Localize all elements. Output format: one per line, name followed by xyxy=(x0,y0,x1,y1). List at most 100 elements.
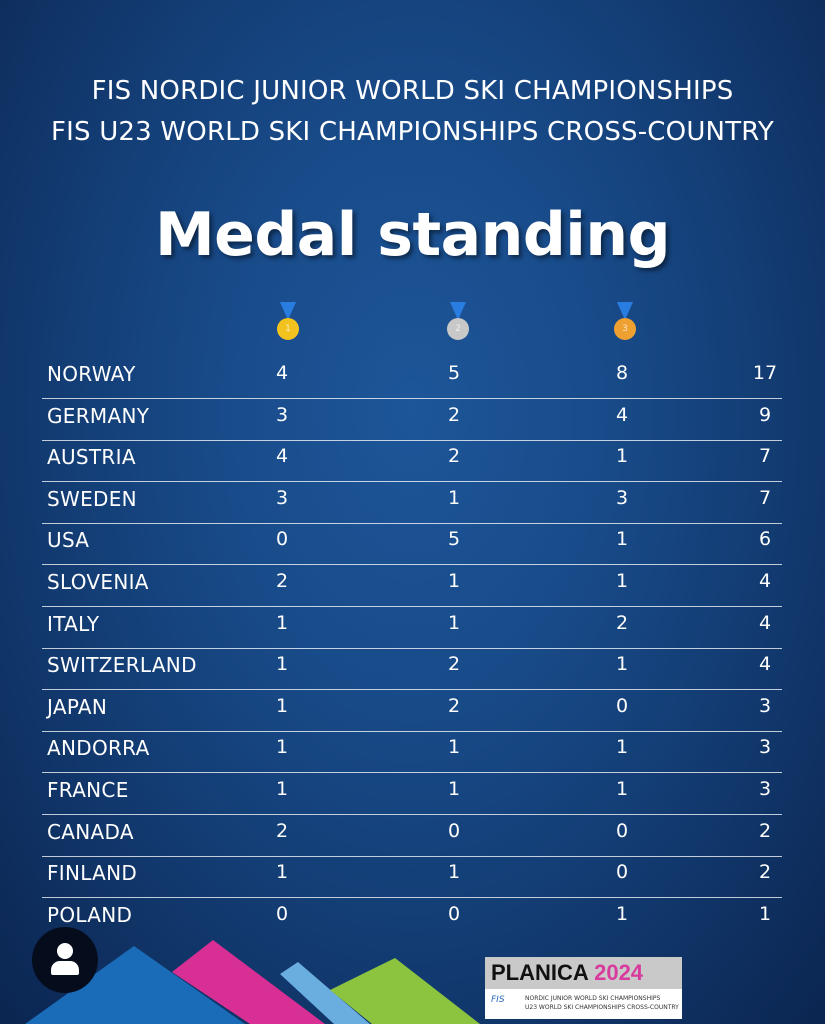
logo-subtitle-2: U23 WORLD SKI CHAMPIONSHIPS CROSS-COUNTR… xyxy=(525,1004,679,1011)
table-row: GERMANY 3 2 4 9 xyxy=(42,400,782,441)
silver-count: 2 xyxy=(447,445,461,468)
bronze-count: 1 xyxy=(615,445,629,468)
mountain-green xyxy=(330,958,480,1024)
table-row: SWITZERLAND 1 2 1 4 xyxy=(42,649,782,691)
table-row: AUSTRIA 4 2 1 7 xyxy=(42,441,782,483)
total-count: 2 xyxy=(758,861,772,884)
total-count: 6 xyxy=(758,528,772,551)
silver-count: 1 xyxy=(447,611,461,634)
country-name: ITALY xyxy=(47,611,100,636)
gold-count: 1 xyxy=(275,861,289,884)
gold-count: 1 xyxy=(275,611,289,634)
mountain-blue xyxy=(25,946,245,1024)
silver-count: 5 xyxy=(447,528,461,551)
country-name: POLAND xyxy=(47,902,133,927)
country-name: FRANCE xyxy=(47,778,129,802)
table-row: SLOVENIA 2 1 1 4 xyxy=(42,566,782,607)
gold-count: 4 xyxy=(275,362,289,384)
total-count: 4 xyxy=(758,570,772,592)
country-name: NORWAY xyxy=(47,362,136,386)
total-count: 17 xyxy=(752,362,778,384)
bronze-count: 1 xyxy=(615,653,629,676)
header-line-2: FIS U23 WORLD SKI CHAMPIONSHIPS CROSS-CO… xyxy=(51,117,774,147)
total-count: 7 xyxy=(758,486,772,509)
total-count: 1 xyxy=(758,902,772,925)
table-row: ANDORRA 1 1 1 3 xyxy=(42,732,782,774)
gold-count: 0 xyxy=(275,902,289,925)
total-count: 2 xyxy=(758,819,772,842)
bronze-count: 1 xyxy=(615,570,629,592)
table-row: FRANCE 1 1 1 3 xyxy=(42,774,782,815)
country-name: SWITZERLAND xyxy=(47,653,197,678)
gold-count: 1 xyxy=(275,778,289,800)
country-name: JAPAN xyxy=(47,694,108,719)
silver-medal-icon: 2 xyxy=(445,302,471,344)
profile-avatar-button[interactable] xyxy=(32,927,98,993)
silver-count: 1 xyxy=(447,736,461,759)
mountain-pink xyxy=(172,940,325,1024)
table-row: CANADA 2 0 0 2 xyxy=(42,816,782,857)
bronze-medal-icon: 3 xyxy=(612,302,638,344)
gold-count: 1 xyxy=(275,736,289,759)
table-row: SWEDEN 3 1 3 7 xyxy=(42,483,782,524)
gold-count: 1 xyxy=(275,694,289,717)
silver-count: 0 xyxy=(447,902,461,925)
logo-year: 2024 xyxy=(594,960,644,985)
gold-count: 4 xyxy=(275,445,289,468)
total-count: 9 xyxy=(758,403,772,426)
bronze-count: 4 xyxy=(615,403,629,426)
country-name: USA xyxy=(47,528,90,553)
silver-count: 2 xyxy=(447,403,461,426)
bronze-count: 0 xyxy=(615,694,629,717)
table-row: FINLAND 1 1 0 2 xyxy=(42,857,782,899)
mountains-graphic xyxy=(25,940,480,1024)
country-name: GERMANY xyxy=(47,403,150,428)
total-count: 3 xyxy=(758,778,772,800)
silver-count: 1 xyxy=(447,486,461,509)
user-icon xyxy=(57,943,73,959)
bronze-count: 1 xyxy=(615,736,629,759)
gold-count: 3 xyxy=(275,486,289,509)
table-row: POLAND 0 0 1 1 xyxy=(42,899,782,940)
country-name: ANDORRA xyxy=(47,736,150,761)
fis-logo: FIS xyxy=(491,995,505,1005)
logo-brand: PLANICA xyxy=(491,960,588,985)
bronze-count: 0 xyxy=(615,861,629,884)
page-title: Medal standing xyxy=(154,200,671,270)
silver-count: 5 xyxy=(447,362,461,384)
silver-count: 2 xyxy=(447,653,461,676)
table-row: NORWAY 4 5 8 17 xyxy=(42,358,782,399)
country-name: CANADA xyxy=(47,819,134,844)
country-name: SLOVENIA xyxy=(47,570,149,594)
total-count: 4 xyxy=(758,653,772,676)
gold-count: 3 xyxy=(275,403,289,426)
silver-count: 0 xyxy=(447,819,461,842)
table-row: JAPAN 1 2 0 3 xyxy=(42,691,782,732)
country-name: FINLAND xyxy=(47,861,138,886)
total-count: 7 xyxy=(758,445,772,468)
table-row: ITALY 1 1 2 4 xyxy=(42,608,782,649)
bronze-count: 8 xyxy=(615,362,629,384)
gold-count: 2 xyxy=(275,819,289,842)
bronze-count: 1 xyxy=(615,528,629,551)
table-row: USA 0 5 1 6 xyxy=(42,524,782,566)
planica-2024-logo: PLANICA 2024 FIS NORDIC JUNIOR WORLD SKI… xyxy=(485,957,682,1019)
bronze-count: 0 xyxy=(615,819,629,842)
silver-count: 1 xyxy=(447,570,461,592)
gold-count: 0 xyxy=(275,528,289,551)
gold-count: 1 xyxy=(275,653,289,676)
total-count: 4 xyxy=(758,611,772,634)
header-line-1: FIS NORDIC JUNIOR WORLD SKI CHAMPIONSHIP… xyxy=(91,76,734,106)
bronze-count: 2 xyxy=(615,611,629,634)
country-name: AUSTRIA xyxy=(47,445,136,470)
bronze-count: 1 xyxy=(615,902,629,925)
silver-count: 2 xyxy=(447,694,461,717)
bronze-count: 1 xyxy=(615,778,629,800)
gold-medal-icon: 1 xyxy=(275,302,301,344)
user-icon-body xyxy=(51,961,79,975)
country-name: SWEDEN xyxy=(47,486,137,511)
silver-count: 1 xyxy=(447,861,461,884)
logo-subtitle-1: NORDIC JUNIOR WORLD SKI CHAMPIONSHIPS xyxy=(525,995,661,1002)
silver-count: 1 xyxy=(447,778,461,800)
mountain-lightblue xyxy=(280,962,370,1024)
